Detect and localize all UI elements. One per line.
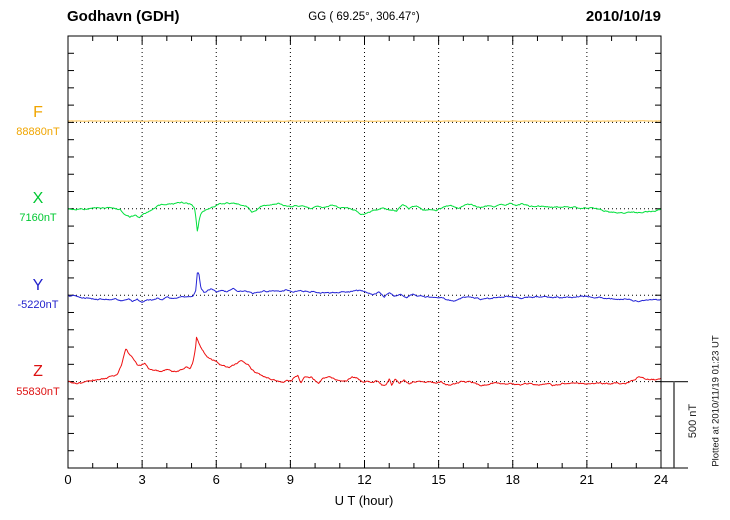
curve-f (68, 120, 662, 122)
x-tick-label: 0 (64, 472, 72, 487)
x-axis-title: U T (hour) (334, 493, 394, 508)
component-value-y: -5220nT (17, 299, 59, 311)
x-tick-label: 6 (212, 472, 220, 487)
component-value-f: 88880nT (16, 126, 60, 138)
plot-border (67, 35, 662, 469)
plotted-at-note: Plotted at 2010/11/19 01:23 UT (710, 335, 722, 467)
x-tick-label: 18 (505, 472, 520, 487)
x-tick-label: 12 (357, 472, 372, 487)
curve-x (67, 201, 662, 232)
plot-date: 2010/10/19 (585, 8, 661, 25)
x-tick-label: 15 (431, 472, 446, 487)
station-title: Godhavn (GDH) (67, 8, 180, 25)
scale-bar-label: 500 nT (687, 403, 699, 439)
component-value-z: 55830nT (16, 386, 60, 398)
component-label-z: Z (33, 363, 43, 380)
x-tick-label: 21 (579, 472, 595, 487)
component-label-x: X (32, 190, 44, 207)
x-tick-label: 24 (653, 472, 669, 487)
curve-y (67, 272, 662, 303)
x-tick-label: 9 (286, 472, 294, 487)
component-label-y: Y (32, 277, 44, 294)
station-coordinates: GG ( 69.25°, 306.47°) (308, 11, 420, 23)
component-value-x: 7160nT (19, 212, 57, 224)
curve-z (68, 336, 662, 387)
component-label-f: F (33, 104, 43, 121)
x-tick-label: 3 (138, 472, 146, 487)
